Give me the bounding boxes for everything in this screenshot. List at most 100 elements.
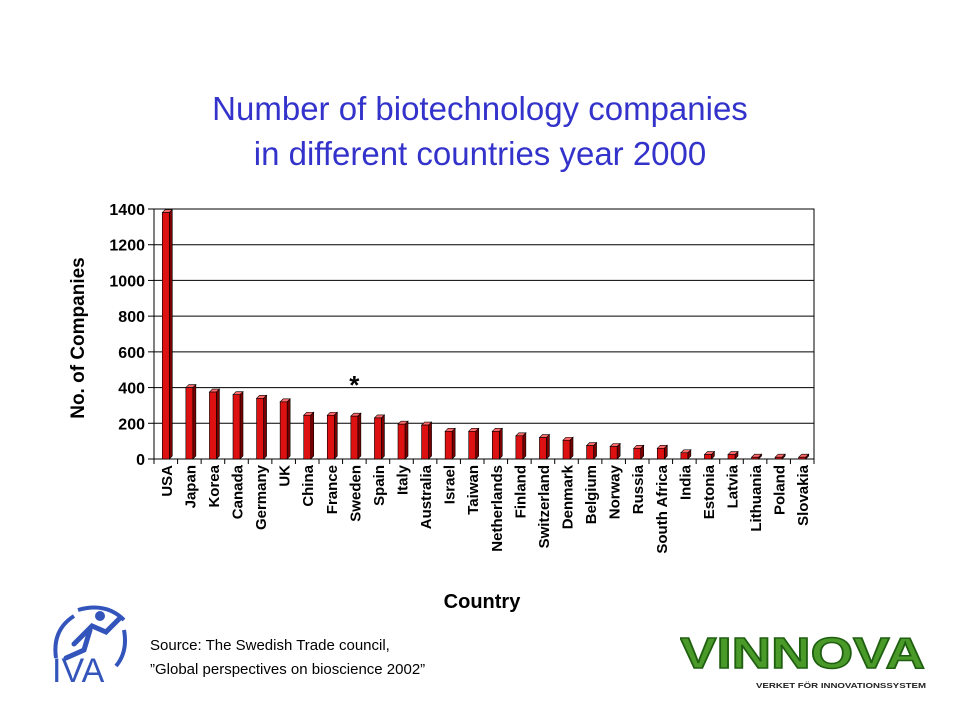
x-tick-label: Finland [512,465,529,518]
source-note: Source: The Swedish Trade council, ”Glob… [150,634,425,682]
y-tick-label: 1400 [109,202,145,219]
bar-side [216,388,220,460]
bar [209,391,217,460]
x-tick-label: Switzerland [536,465,553,548]
bar [161,212,170,460]
bar-side [286,398,291,460]
y-tick-label: 0 [136,452,145,469]
bar [468,431,477,460]
bar-uk [279,398,291,460]
iva-logo-text: IVA [52,652,105,688]
bar-side [404,420,409,460]
bar [421,424,429,460]
x-tick-label: USA [159,465,176,497]
bar [704,454,712,460]
bar [397,423,406,460]
bar-side [498,427,503,460]
x-tick-label: South Africa [654,464,671,553]
x-tick-label: Spain [371,465,388,506]
x-tick-label: Norway [607,464,624,519]
bar [326,414,335,460]
x-tick-label: France [324,465,341,514]
x-tick-label: Australia [418,464,435,529]
bar-side [475,427,480,460]
chart-title-line-1: Number of biotechnology companies [212,90,748,127]
bar-lithuania [750,453,763,460]
x-tick-label: Sweden [347,465,364,522]
bar [562,439,571,460]
bar-side [192,383,197,460]
bar-france [326,411,339,460]
bar-india [680,449,692,460]
bar [350,415,359,460]
bar-sweden [350,412,362,460]
bar-usa [161,208,174,460]
x-tick-label: Belgium [583,465,600,524]
x-tick-label: Estonia [701,464,718,519]
x-tick-label: Canada [230,464,247,519]
bar-latvia [727,450,739,460]
bar-taiwan [467,427,480,460]
bar-side [310,411,315,460]
bar-germany [255,394,268,460]
x-tick-label: Denmark [560,464,577,529]
bar [256,397,264,460]
bar-spain [373,414,386,460]
bar-denmark [562,436,574,460]
bar-canada [232,390,244,460]
y-tick-label: 600 [118,345,145,362]
x-tick-label: China [300,464,317,506]
bar-chart: 0 200 400 600 800 1000 1200 1400 USA Japan Korea Ca… [68,202,815,613]
bar [185,387,194,460]
x-tick-label: Slovakia [795,464,812,526]
bar-side [522,432,527,460]
iva-logo: IVA [52,605,127,688]
y-tick-label: 1000 [109,273,145,290]
bar-japan [185,383,197,460]
bar-norway [609,442,621,460]
x-tick-label: Italy [395,464,412,495]
bar-side [428,421,432,460]
bar-side [569,436,574,460]
bar [609,446,618,460]
source-line-2: ”Global perspectives on bioscience 2002” [150,661,426,678]
bar-netherlands [491,427,504,460]
y-tick-label: 200 [118,416,145,433]
bar-israel [444,427,456,460]
bar [798,456,807,460]
x-tick-label: Japan [182,465,199,508]
bar [751,456,759,460]
x-tick-label: Korea [206,464,223,507]
vinnova-logo: VINNOVA VERKET FÖR INNOVATIONSSYSTEM [680,632,926,690]
x-tick-label: Netherlands [489,465,506,552]
bar-switzerland [538,433,551,460]
source-line-1: Source: The Swedish Trade council, [150,637,390,654]
bar [491,431,500,460]
bar [444,431,453,460]
plot-area [153,208,815,460]
bar-slovakia [797,453,810,460]
y-tick-label: 1200 [109,238,145,255]
bar [727,454,736,460]
bar-side [263,394,267,460]
bar-side [546,433,550,460]
bar [374,417,382,460]
bar-side [333,411,338,460]
bar-belgium [585,441,598,460]
bar-side [239,390,244,460]
bar-side [593,441,597,460]
annotation-asterisk: * [349,370,360,400]
vinnova-logo-text: VINNOVA [680,632,925,678]
bar-korea [208,388,221,460]
bar [680,452,689,460]
bar [279,401,288,460]
y-tick-label: 400 [118,381,145,398]
bar-finland [515,432,527,460]
bar [515,435,524,460]
bar-australia [420,421,433,460]
chart-title-line-2: in different countries year 2000 [253,135,707,172]
x-tick-label: Israel [442,465,459,504]
x-tick-label: Taiwan [465,465,482,515]
x-axis-label: Country [444,591,522,613]
bar-russia [632,444,645,460]
